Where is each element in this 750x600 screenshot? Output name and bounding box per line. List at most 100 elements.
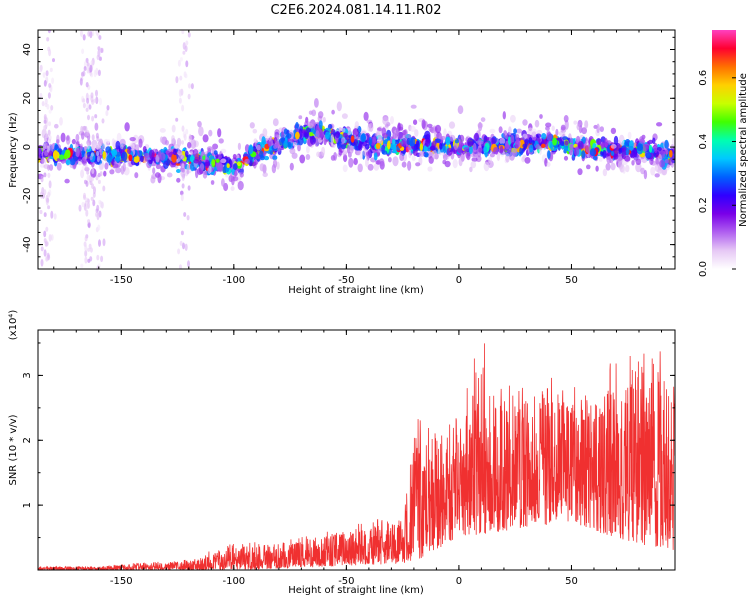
spectrogram-panel: -150 -100 -50 0 50 -40 -20 0 20 40 Height of str… [8, 29, 676, 296]
spectrogram-cell [86, 174, 90, 181]
spectrogram-cell [52, 150, 59, 160]
colorbar-ticks: 0.0 0.2 0.4 0.6 [698, 70, 736, 277]
spectrogram-cell [159, 136, 164, 143]
spectrogram-cell [350, 135, 355, 143]
spectrogram-cell [93, 69, 97, 78]
spectrogram-cell [96, 204, 100, 212]
spectrogram-cell [84, 125, 88, 134]
spectrogram-cell [213, 150, 218, 156]
spectrogram-cell [121, 151, 128, 162]
spectrogram-cell [596, 123, 600, 134]
spectrogram-cell [48, 159, 52, 163]
spectrogram-cell [98, 239, 101, 247]
spectrogram-cell [91, 168, 95, 175]
spectrogram-cell [419, 143, 423, 152]
spectrogram-cell [82, 34, 86, 41]
spectrogram-cell [259, 150, 264, 158]
spectrogram-cell [90, 196, 94, 201]
spectrogram-cell [105, 146, 112, 154]
spectrogram-cell [278, 138, 285, 146]
spectrogram-cell [341, 113, 348, 119]
spectrogram-cell [539, 114, 543, 119]
spectrogram-cell [56, 162, 62, 171]
spectrogram-cell [45, 122, 49, 128]
spectrogram-cell [111, 148, 118, 157]
spectrogram-cell [267, 141, 272, 148]
spectrogram-cell [272, 155, 278, 161]
spectrogram-cell [210, 180, 215, 185]
spectrogram-cell [541, 133, 547, 140]
spectrogram-cell [427, 123, 433, 128]
spectrogram-cell [535, 144, 541, 150]
spectrogram-cell [202, 134, 209, 143]
spectrogram-cell [654, 173, 660, 178]
spectrogram-cell [356, 150, 361, 156]
spectrogram-cell [610, 127, 617, 135]
spectrogram-cell [478, 147, 482, 153]
spectrogram-cell [289, 147, 296, 155]
spectrogram-cell [171, 135, 175, 144]
spectrogram-cell [318, 111, 324, 119]
spectrogram-cell [116, 132, 122, 143]
spectrogram-cell [83, 146, 87, 152]
spectrogram-cell [88, 104, 92, 110]
spectrogram-cell [142, 146, 147, 153]
spectrogram-cell [342, 127, 346, 133]
spectrogram-cell [415, 140, 420, 150]
spectrogram-cell [653, 148, 658, 153]
spectrogram-cell [231, 176, 235, 186]
colorbar-tick-label: 0.4 [698, 134, 709, 150]
spectrogram-cell [220, 158, 227, 164]
spectrogram-cell [176, 177, 181, 183]
spectrogram-cell [181, 174, 185, 182]
spectrogram-cell [598, 157, 603, 162]
spectrogram-cell [421, 119, 426, 130]
spectrogram-cell [581, 136, 586, 144]
spectrogram-cell [87, 114, 90, 121]
spectrogram-cell [81, 201, 85, 207]
spectrogram-cell [516, 128, 523, 134]
spectrogram-cell [309, 135, 316, 145]
spectrogram-cell [129, 137, 136, 142]
spectrogram-cell [510, 114, 516, 123]
spectrogram-cell [502, 111, 506, 120]
spectrogram-cell [171, 124, 176, 133]
spectrogram-cell [650, 166, 656, 176]
spectrogram-cell [346, 144, 351, 154]
spectrogram-cell [39, 64, 43, 71]
spectrogram-cell [84, 256, 88, 264]
spectrogram-cell [86, 142, 90, 150]
spectrogram-cell [387, 140, 391, 150]
spectrogram-cell [505, 152, 510, 163]
spectrogram-cell [197, 167, 203, 176]
spectrogram-cell [576, 123, 581, 131]
spectrogram-cell [143, 152, 150, 159]
spectrogram-cell [40, 246, 44, 252]
spectrogram-cell [524, 157, 531, 164]
spectrogram-cell [358, 141, 363, 151]
spectrogram-cell [98, 141, 101, 149]
spectrogram-y-tick-label: 20 [22, 92, 33, 105]
spectrogram-cell [48, 234, 52, 242]
spectrogram-cell [47, 191, 51, 198]
spectrogram-cell [289, 162, 294, 171]
spectrogram-cell [377, 136, 383, 144]
spectrogram-cell [102, 185, 106, 192]
spectrogram-cell [192, 148, 199, 158]
colorbar-label: Normalized spectral amplitude [738, 73, 749, 227]
spectrogram-cell [545, 122, 552, 128]
spectrogram-cell [181, 163, 185, 168]
spectrogram-cell [175, 76, 179, 84]
spectrogram-cell [49, 164, 54, 171]
spectrogram-cell [48, 121, 51, 127]
spectrogram-cell [581, 127, 587, 135]
spectrogram-cell [509, 151, 515, 161]
spectrogram-cell [82, 102, 86, 109]
spectrogram-cell [311, 109, 317, 117]
spectrogram-cell [177, 59, 181, 67]
spectrogram-cell [457, 105, 464, 115]
spectrogram-cell [390, 116, 394, 125]
spectrogram-cell [368, 136, 372, 146]
spectrogram-cell [100, 255, 104, 262]
spectrogram-cell [104, 162, 109, 170]
